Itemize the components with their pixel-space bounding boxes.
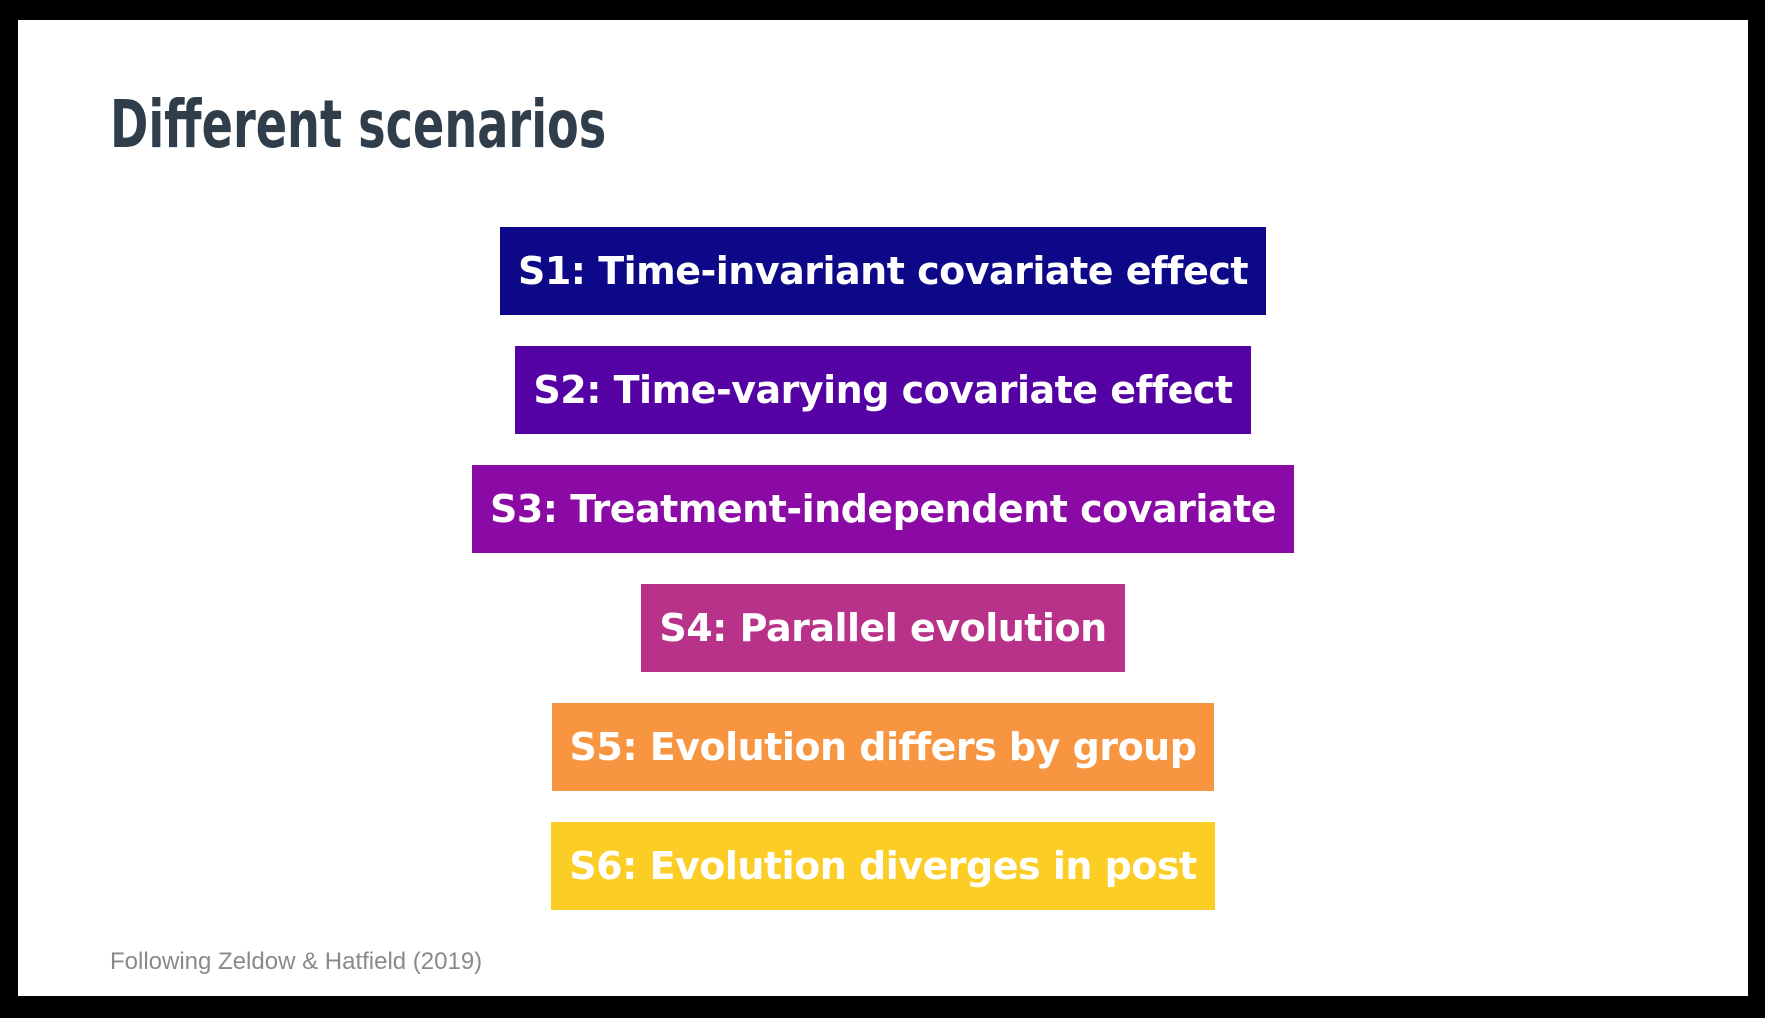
source-citation: Following Zeldow & Hatfield (2019) — [110, 948, 483, 975]
scenario-s3: S3: Treatment-independent covariate — [471, 465, 1295, 553]
scenario-list: S1: Time-invariant covariate effect S2: … — [18, 227, 1748, 941]
slide: Different scenarios S1: Time-invariant c… — [18, 20, 1748, 996]
scenario-s1: S1: Time-invariant covariate effect — [499, 227, 1267, 315]
slide-title: Different scenarios — [110, 86, 607, 163]
scenario-s6: S6: Evolution diverges in post — [551, 822, 1215, 910]
scenario-s5: S5: Evolution differs by group — [551, 703, 1215, 791]
scenario-s4: S4: Parallel evolution — [641, 584, 1125, 672]
scenario-s2: S2: Time-varying covariate effect — [515, 346, 1251, 434]
